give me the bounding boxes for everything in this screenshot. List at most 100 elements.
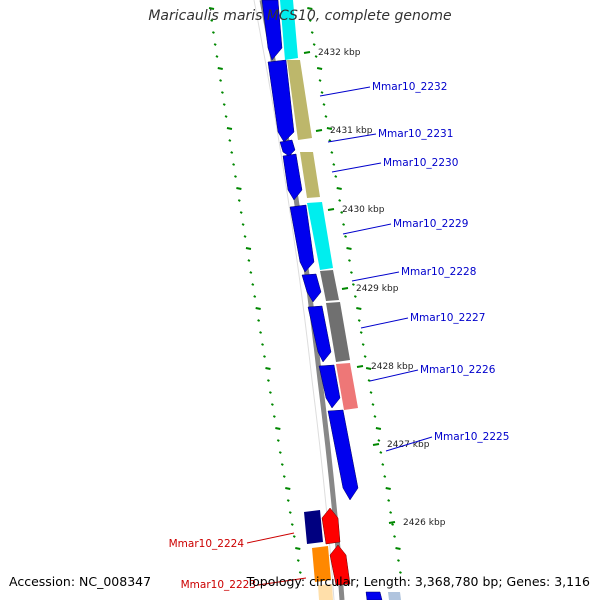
tick-mark (346, 247, 352, 250)
map-title: Maricaulis maris MCS10, complete genome (148, 8, 452, 24)
tick-mark (328, 139, 332, 142)
gene-label[interactable]: Mmar10_2231 (378, 128, 453, 140)
gene-label[interactable]: Mmar10_2229 (393, 218, 468, 230)
tick-mark (322, 103, 326, 106)
scale-tick (327, 208, 335, 211)
gene-box-gray[interactable] (326, 302, 350, 362)
gene-arrow-blue[interactable] (318, 364, 341, 409)
gene-box-salmon[interactable] (336, 363, 358, 410)
tick-mark (243, 235, 247, 238)
tick-mark (259, 331, 263, 334)
tick-mark (253, 295, 257, 298)
label-leader-line (360, 317, 409, 329)
tick-mark (234, 175, 237, 178)
tick-mark (257, 319, 261, 322)
gene-box-cyan[interactable] (307, 202, 333, 270)
tick-mark (342, 223, 346, 226)
scale-label: 2426 kbp (403, 518, 446, 528)
tick-mark (241, 223, 245, 226)
gene-label[interactable]: Mmar10_2225 (434, 431, 509, 443)
tick-mark (213, 43, 217, 46)
tick-mark (326, 127, 333, 130)
gene-arrow-blue[interactable] (289, 204, 315, 273)
gene-arrow-blue[interactable] (327, 409, 359, 501)
gene-label[interactable]: Mmar10_2228 (401, 266, 476, 278)
label-leader-line (342, 223, 392, 235)
gene-arrow-blue[interactable] (365, 591, 383, 601)
scale-label: 2429 kbp (356, 284, 399, 294)
tick-mark (324, 115, 328, 118)
tick-mark (208, 7, 215, 10)
tick-mark (286, 499, 290, 502)
scale-label: 2431 kbp (330, 126, 373, 136)
tick-mark (307, 7, 313, 10)
label-leader-line (319, 86, 371, 97)
gene-arrow-blue[interactable] (267, 59, 295, 143)
tick-mark (270, 403, 274, 406)
tick-mark (369, 391, 373, 394)
tick-mark (338, 199, 342, 202)
tick-mark (314, 55, 318, 58)
label-leader-line (351, 271, 400, 282)
tick-mark (280, 463, 284, 466)
gene-box-khaki[interactable] (287, 60, 312, 140)
tick-mark (383, 475, 387, 478)
tick-mark (295, 547, 301, 550)
gene-label[interactable]: Mmar10_2230 (383, 157, 458, 169)
tick-mark (310, 31, 314, 34)
tick-mark (298, 571, 302, 574)
tick-mark (224, 115, 228, 118)
gene-arrow-blue[interactable] (279, 139, 296, 157)
tick-mark (340, 211, 344, 214)
tick-mark (247, 259, 251, 262)
gene-labels: Mmar10_2232 Mmar10_2231 Mmar10_2230 Mmar10_… (169, 81, 510, 591)
tick-mark (357, 319, 361, 322)
gene-box-gray[interactable] (320, 270, 339, 301)
label-leader-line (327, 133, 377, 143)
gene-label[interactable]: Mmar10_2227 (410, 312, 485, 324)
gene-box-navy[interactable] (304, 510, 323, 544)
gene-box-orange[interactable] (312, 546, 331, 582)
gene-arrow-red[interactable] (321, 507, 341, 545)
gene-label[interactable]: Mmar10_2232 (372, 81, 447, 93)
tick-mark (226, 127, 233, 130)
tick-mark (334, 175, 338, 178)
tick-mark (363, 355, 367, 358)
gene-box-peach[interactable] (318, 584, 333, 600)
tick-mark (220, 91, 224, 94)
tick-mark (278, 451, 282, 454)
tick-mark (288, 511, 292, 514)
tick-mark (348, 259, 351, 262)
tick-mark (290, 523, 294, 526)
gene-arrow-blue[interactable] (282, 153, 303, 201)
tick-mark (367, 379, 371, 382)
scale-tick (372, 443, 380, 446)
category-boxes (280, 0, 401, 600)
gene-box-khaki[interactable] (300, 152, 320, 198)
gene-label[interactable]: Mmar10_2224 (169, 538, 245, 550)
tick-mark (272, 415, 276, 418)
tick-mark (251, 283, 255, 286)
gene-arrow-blue[interactable] (307, 305, 332, 363)
label-leader-line (257, 577, 307, 586)
tick-mark (219, 79, 223, 82)
gene-arrow-red[interactable] (329, 544, 351, 586)
tick-mark (356, 307, 362, 310)
gene-box-lightblue[interactable] (388, 592, 401, 600)
tick-mark (276, 439, 280, 442)
tick-mark (318, 79, 322, 82)
tick-mark (393, 535, 396, 538)
tick-mark (353, 295, 357, 298)
gene-label[interactable]: Mmar10_2223 (181, 579, 256, 591)
gene-box-cyan[interactable] (280, 0, 298, 60)
gene-arrow-blue[interactable] (301, 273, 322, 303)
scale-labels: 2432 kbp 2431 kbp 2430 kbp 2429 kbp 2428 kbp… (303, 48, 446, 528)
gene-arrow-blue[interactable] (261, 0, 283, 61)
tick-mark (210, 19, 214, 22)
gene-label[interactable]: Mmar10_2226 (420, 364, 496, 376)
tick-mark (228, 139, 232, 142)
scale-label: 2427 kbp (387, 440, 430, 450)
tick-mark (292, 535, 296, 538)
tick-mark (237, 199, 241, 202)
